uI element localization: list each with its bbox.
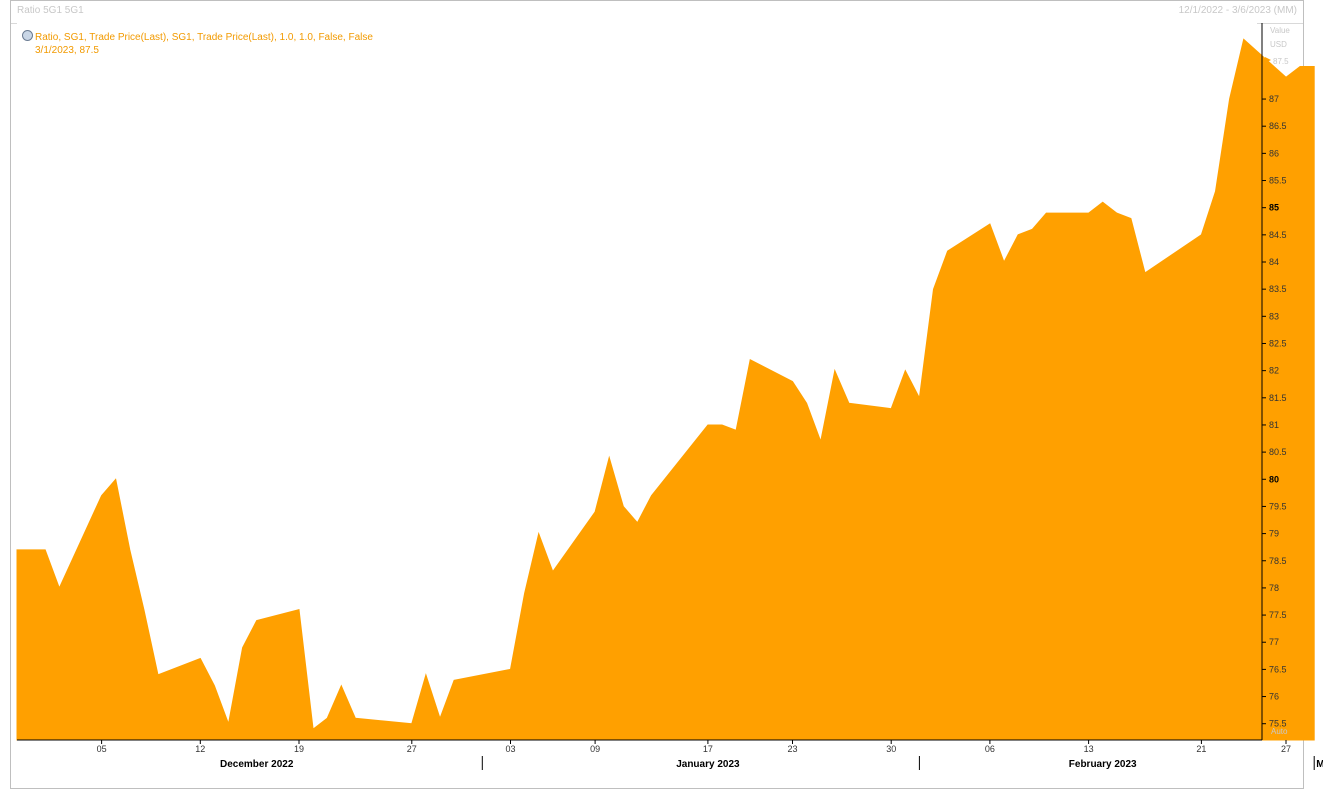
last-value-label: 87.5 [1273,57,1289,66]
x-tick-label: 27 [407,744,417,754]
y-tick-label: 77.5 [1269,610,1287,620]
month-label: December 2022 [220,759,294,770]
x-tick-label: 09 [590,744,600,754]
y-tick-label: 79 [1269,529,1279,539]
x-tick-label: 03 [505,744,515,754]
x-tick-label: 27 [1281,744,1291,754]
x-tick-label: 21 [1196,744,1206,754]
x-tick-label: 23 [787,744,797,754]
y-axis-ticks: 75.5 76 76.5 77 77.5 78 78.5 79 79.5 80 80.5 81 81.5… [1262,94,1287,729]
y-tick-label: 78.5 [1269,556,1287,566]
y-tick-label: 84.5 [1269,230,1287,240]
y-tick-label: 86.5 [1269,121,1287,131]
y-tick-label: 80.5 [1269,447,1287,457]
y-tick-label: 76 [1269,692,1279,702]
y-tick-label: 86 [1269,148,1279,158]
x-tick-label: 30 [886,744,896,754]
y-tick-label: 78 [1269,583,1279,593]
month-label: February 2023 [1069,759,1137,770]
x-tick-label: 12 [195,744,205,754]
x-tick-label: 06 [985,744,995,754]
legend-series-icon[interactable] [22,30,33,41]
y-tick-label: 83 [1269,311,1279,321]
y-tick-label: 81 [1269,420,1279,430]
y-tick-label: 87 [1269,94,1279,104]
window-title: Ratio 5G1 5G1 [17,5,84,16]
y-tick-label: 85.5 [1269,176,1287,186]
x-tick-label: 13 [1084,744,1094,754]
y-tick-label: 80 [1269,474,1279,484]
legend-last-point: 3/1/2023, 87.5 [35,45,99,56]
y-tick-label: 81.5 [1269,393,1287,403]
x-axis-ticks: 0512192703091723300613212706 [97,740,1291,754]
y-tick-label: 76.5 [1269,664,1287,674]
x-tick-label: 17 [703,744,713,754]
x-tick-label: 19 [294,744,304,754]
y-tick-label: 79.5 [1269,501,1287,511]
x-tick-label: 05 [97,744,107,754]
area-series[interactable] [16,38,1315,741]
y-tick-label: 77 [1269,637,1279,647]
y-tick-label: 85 [1269,203,1279,213]
axis-header-currency: USD [1270,40,1287,49]
y-tick-label: 83.5 [1269,284,1287,294]
y-tick-label: 75.5 [1269,719,1287,729]
last-value-marker-icon [1265,57,1271,63]
axis-footer-mode[interactable]: Auto [1271,727,1288,736]
month-labels: December 2022 January 2023 February 2023 Ma… [220,756,1323,770]
month-label: March 2023 [1316,759,1323,770]
y-tick-label: 82 [1269,366,1279,376]
month-label: January 2023 [676,759,740,770]
series-legend: Ratio, SG1, Trade Price(Last), SG1, Trad… [22,30,373,57]
window-date-range: 12/1/2022 - 3/6/2023 (MM) [1178,5,1297,16]
legend-series-label: Ratio, SG1, Trade Price(Last), SG1, Trad… [35,32,373,43]
y-tick-label: 82.5 [1269,338,1287,348]
axis-header-value: Value [1270,26,1290,35]
y-tick-label: 84 [1269,257,1279,267]
